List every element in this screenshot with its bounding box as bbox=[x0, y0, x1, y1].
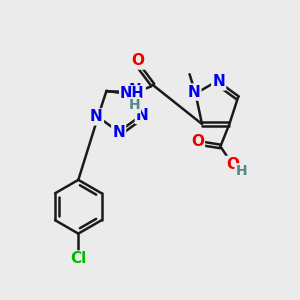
Text: Cl: Cl bbox=[70, 251, 86, 266]
Text: O: O bbox=[131, 53, 144, 68]
Text: H: H bbox=[128, 98, 140, 112]
Text: N: N bbox=[212, 74, 225, 89]
Text: N: N bbox=[129, 83, 142, 98]
Text: O: O bbox=[226, 157, 239, 172]
Text: N: N bbox=[112, 125, 125, 140]
Text: H: H bbox=[236, 164, 247, 178]
Text: O: O bbox=[191, 134, 204, 149]
Text: N: N bbox=[136, 108, 149, 123]
Text: NH: NH bbox=[120, 86, 145, 101]
Text: N: N bbox=[90, 110, 103, 124]
Text: N: N bbox=[188, 85, 200, 100]
